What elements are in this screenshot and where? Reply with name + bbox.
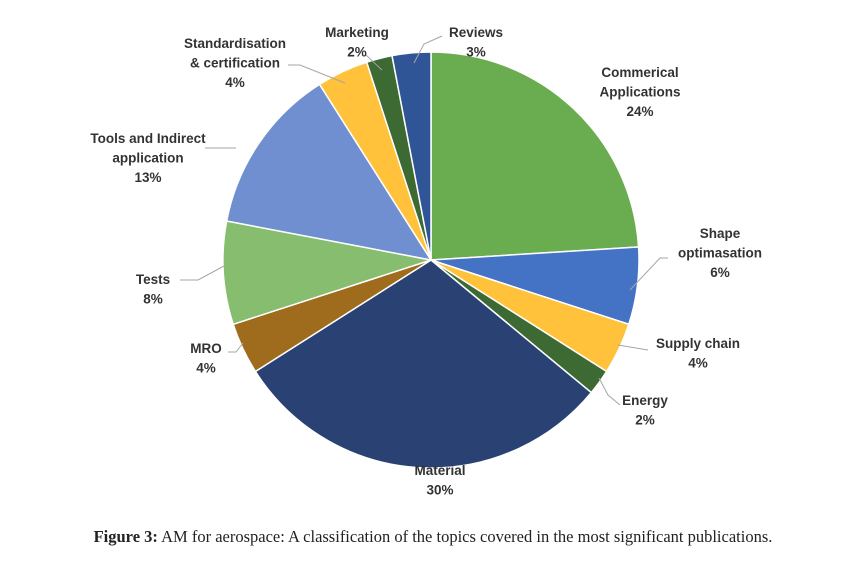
slice-name-label: Material bbox=[414, 463, 465, 478]
slice-label: Shape optimasation 6% bbox=[678, 226, 762, 280]
slice-label: Tests 8% bbox=[136, 272, 170, 307]
slice-value-label: 30% bbox=[426, 483, 453, 498]
leader-lines bbox=[180, 35, 668, 406]
slice-name-label: Commerical bbox=[601, 65, 678, 80]
pie-slice-tests bbox=[222, 220, 432, 326]
leader-line bbox=[598, 377, 621, 406]
slice-name-label: Reviews bbox=[449, 25, 503, 40]
slice-name-label: Tools and Indirect bbox=[90, 131, 206, 146]
leader-line bbox=[413, 35, 443, 64]
slice-label: Material 30% bbox=[414, 463, 465, 498]
slice-name-label: Shape bbox=[700, 226, 741, 241]
leader-line bbox=[617, 344, 649, 351]
leader-line bbox=[180, 265, 225, 281]
slice-name-label: Energy bbox=[622, 393, 668, 408]
leader-line bbox=[228, 342, 244, 353]
slice-label: Tools and Indirect application 13% bbox=[90, 131, 206, 185]
slice-value-label: 8% bbox=[143, 292, 163, 307]
slice-name-label: & certification bbox=[190, 56, 280, 71]
slice-value-label: 6% bbox=[710, 265, 730, 280]
caption-label: Figure 3: bbox=[93, 527, 158, 546]
figure-caption: Figure 3: AM for aerospace: A classifica… bbox=[0, 527, 866, 547]
slice-name-label: Tests bbox=[136, 272, 170, 287]
slice-name-label: Supply chain bbox=[656, 336, 740, 351]
slice-value-label: 2% bbox=[347, 45, 367, 60]
pie-slice-tools-and-indirect-application bbox=[225, 83, 433, 262]
slice-value-label: 2% bbox=[635, 413, 655, 428]
slice-label: Energy 2% bbox=[622, 393, 668, 428]
slice-value-label: 4% bbox=[225, 75, 245, 90]
slice-name-label: application bbox=[112, 151, 183, 166]
slice-name-label: Applications bbox=[599, 85, 680, 100]
slice-name-label: optimasation bbox=[678, 246, 762, 261]
pie-slice-reviews bbox=[391, 51, 432, 261]
slice-value-label: 3% bbox=[466, 45, 486, 60]
pie-slice-material bbox=[254, 259, 593, 469]
slice-value-label: 4% bbox=[196, 361, 216, 376]
slice-name-label: MRO bbox=[190, 341, 222, 356]
leader-line bbox=[365, 54, 383, 71]
slice-value-label: 4% bbox=[688, 356, 708, 371]
slice-name-label: Standardisation bbox=[184, 36, 286, 51]
pie-chart: Commerical Applications 24% Shape optimasati… bbox=[90, 25, 762, 498]
pie-slice-commerical-applications bbox=[430, 51, 640, 261]
slice-value-label: 13% bbox=[134, 170, 161, 185]
slice-value-label: 24% bbox=[626, 104, 653, 119]
slice-label: Standardisation & certification 4% bbox=[184, 36, 286, 90]
caption-text: AM for aerospace: A classification of th… bbox=[157, 527, 773, 546]
slice-label: MRO 4% bbox=[190, 341, 222, 376]
slice-label: Reviews 3% bbox=[449, 25, 503, 60]
slice-label: Supply chain 4% bbox=[656, 336, 740, 371]
slice-label: Commerical Applications 24% bbox=[599, 65, 680, 119]
slice-labels: Commerical Applications 24% Shape optimasati… bbox=[90, 25, 762, 498]
slice-label: Marketing 2% bbox=[325, 25, 389, 60]
leader-line bbox=[629, 257, 668, 291]
slice-name-label: Marketing bbox=[325, 25, 389, 40]
leader-line bbox=[288, 64, 346, 84]
pie-slices bbox=[222, 51, 640, 469]
